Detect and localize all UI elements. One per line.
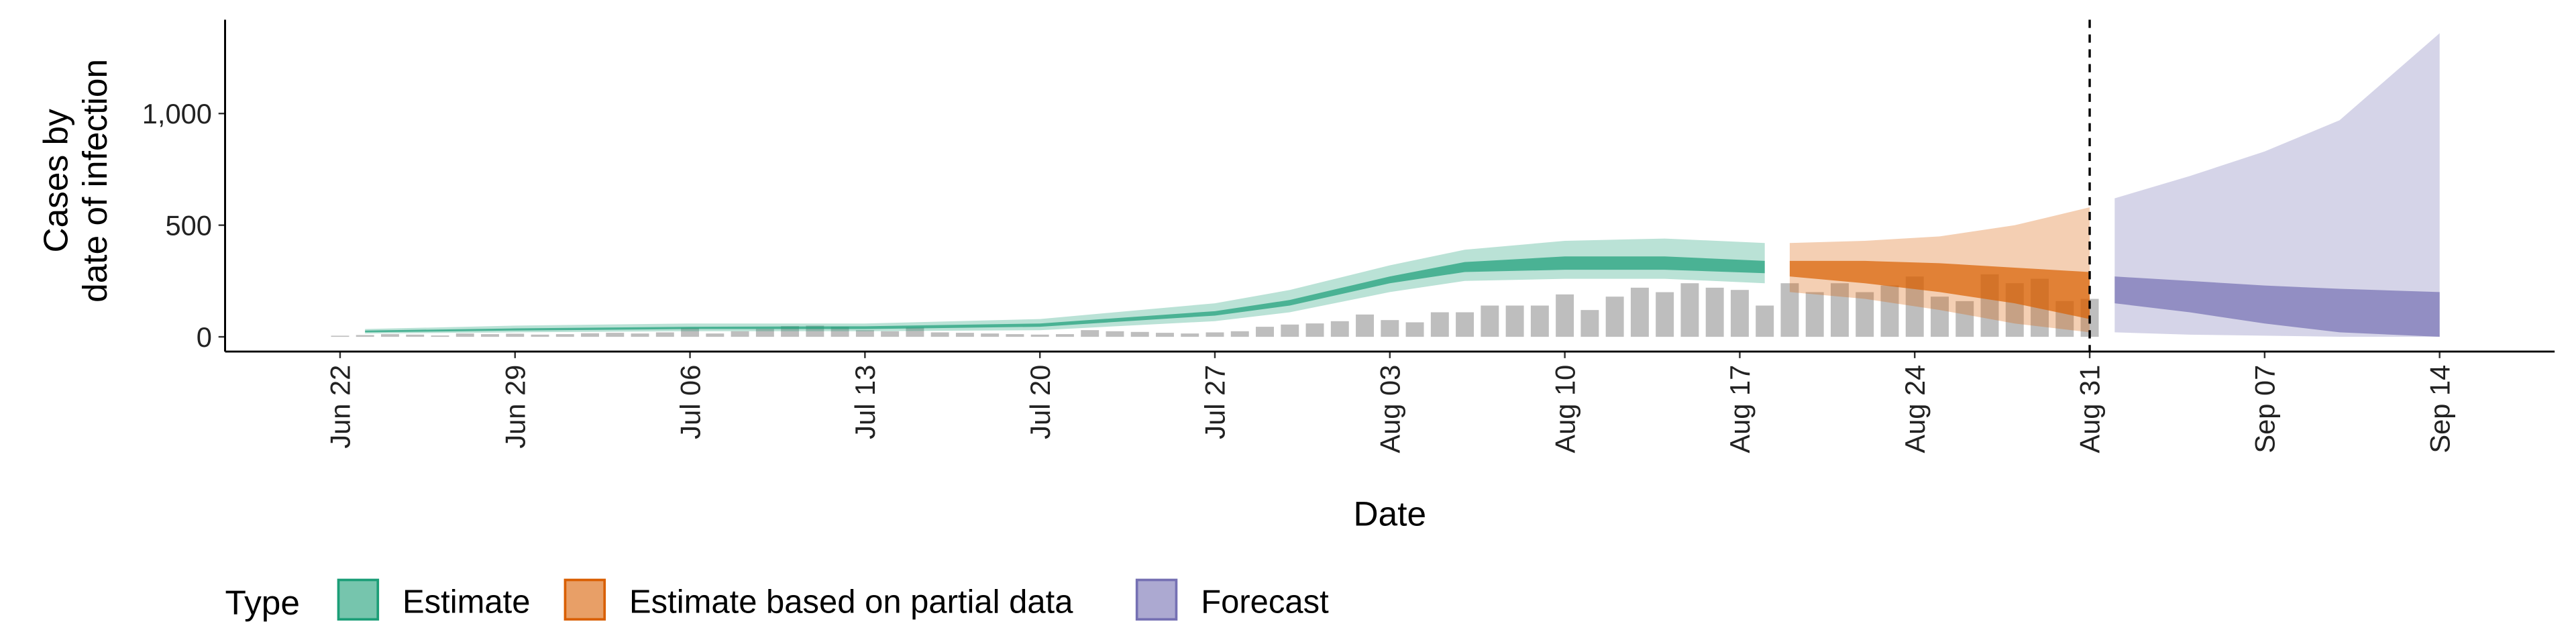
legend-title: Type — [225, 583, 300, 622]
x-tick-label: Jun 22 — [325, 365, 356, 449]
bar — [1830, 283, 1849, 337]
ribbon — [365, 256, 1765, 333]
bar — [1256, 327, 1274, 337]
x-tick-label: Aug 24 — [1899, 365, 1931, 453]
bar — [1405, 322, 1424, 337]
bar — [1630, 287, 1649, 337]
x-tick-label: Aug 17 — [1724, 365, 1756, 453]
bar — [1580, 310, 1599, 337]
x-tick-label: Aug 10 — [1549, 365, 1580, 453]
bar — [1281, 324, 1299, 337]
bar — [531, 334, 549, 337]
bar — [1356, 314, 1375, 337]
bar — [356, 335, 374, 337]
bar — [881, 331, 900, 337]
y-tick-label: 1,000 — [142, 98, 212, 129]
bar — [431, 335, 449, 337]
bar — [1605, 297, 1624, 337]
x-tick-label: Jul 27 — [1199, 365, 1231, 439]
bar — [1456, 312, 1474, 337]
bar — [331, 335, 350, 337]
bar — [455, 333, 474, 337]
bar — [631, 333, 649, 337]
bar — [506, 333, 525, 337]
bar — [1955, 301, 1974, 337]
ribbon — [1789, 260, 2090, 319]
bar — [1205, 332, 1224, 337]
y-axis-label: date of infection — [75, 59, 114, 303]
bar — [1430, 312, 1449, 337]
bar — [1705, 287, 1724, 337]
bar — [706, 333, 724, 337]
bar — [1481, 305, 1499, 337]
bar — [955, 333, 974, 337]
bar — [1156, 333, 1174, 337]
bar — [1556, 294, 1574, 337]
bar — [681, 327, 700, 337]
bar — [1780, 283, 1799, 337]
ribbon — [2114, 33, 2440, 337]
bar — [1931, 297, 1949, 337]
bar — [555, 334, 574, 337]
bar — [406, 334, 425, 337]
bar — [1505, 305, 1524, 337]
bar — [1880, 285, 1899, 337]
bar — [1055, 334, 1074, 337]
legend-label: Estimate based on partial data — [629, 584, 1073, 620]
bar — [380, 334, 399, 337]
bar — [1230, 331, 1249, 337]
bar — [1756, 305, 1774, 337]
legend-key — [337, 578, 380, 621]
bar — [481, 334, 499, 337]
bar — [855, 330, 874, 337]
x-tick-label: Aug 03 — [1375, 365, 1406, 453]
x-tick-label: Sep 07 — [2249, 365, 2281, 453]
x-tick-label: Jul 20 — [1024, 365, 1056, 439]
x-tick-label: Aug 31 — [2074, 365, 2106, 453]
bar — [1656, 292, 1674, 337]
bar — [731, 331, 749, 337]
y-tick-label: 0 — [197, 321, 212, 353]
bar — [1006, 334, 1024, 337]
legend-key — [564, 578, 606, 621]
bar — [1181, 333, 1199, 337]
bar — [755, 329, 774, 337]
bar — [1856, 292, 1874, 337]
bar — [981, 333, 1000, 337]
bar — [830, 327, 849, 337]
bar — [655, 332, 674, 337]
ribbon — [365, 238, 1765, 334]
x-tick-label: Jul 06 — [674, 365, 706, 439]
bar — [1805, 292, 1824, 337]
x-tick-label: Sep 14 — [2424, 365, 2455, 453]
bar — [1330, 321, 1349, 337]
y-axis-label: Cases by — [36, 109, 74, 253]
bar — [1305, 323, 1324, 337]
y-tick-label: 500 — [165, 209, 211, 241]
bar — [930, 332, 949, 337]
legend-label: Forecast — [1201, 584, 1329, 620]
bar — [581, 333, 599, 337]
x-axis-label: Date — [1354, 494, 1427, 533]
ribbon — [2114, 276, 2440, 337]
x-tick-label: Jun 29 — [499, 365, 531, 449]
bar — [1530, 305, 1549, 337]
bar — [1680, 283, 1699, 337]
legend-label: Estimate — [402, 584, 531, 620]
bar — [1106, 331, 1124, 337]
bar — [606, 333, 625, 337]
x-tick-label: Jul 13 — [849, 365, 881, 439]
bar — [1081, 330, 1099, 337]
bar — [1130, 331, 1149, 337]
bar — [1730, 290, 1749, 337]
legend-key — [1135, 578, 1178, 621]
bar — [906, 327, 924, 337]
bar — [1030, 334, 1049, 337]
bar — [1381, 320, 1399, 337]
